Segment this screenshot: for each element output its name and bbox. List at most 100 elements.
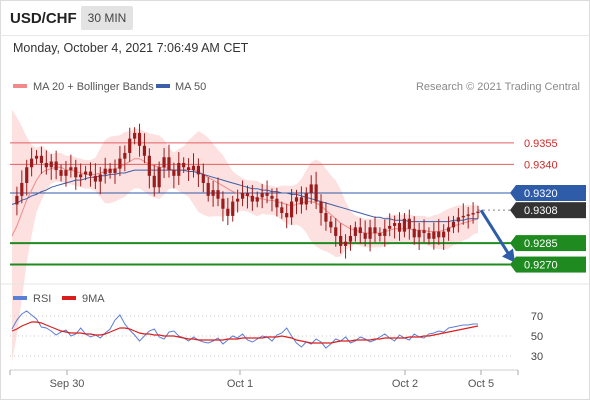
candle-body [221, 198, 225, 209]
level-tag-pointer-0.9308 [510, 202, 516, 219]
candle-body [294, 197, 299, 202]
candle-body [216, 190, 220, 199]
candle-body [290, 201, 294, 218]
candle-body [231, 201, 235, 216]
ma50-legend-label: MA 50 [175, 81, 206, 93]
candle-body [412, 228, 416, 238]
level-labels: 0.9355 0.9340 0.9320 0.9308 0.9285 0.9270 [510, 138, 586, 273]
ma50-line [11, 169, 478, 223]
x-axis: Sep 30 Oct 1 Oct 2 Oct 5 [9, 369, 519, 390]
candle-body [172, 170, 176, 176]
candle-body [182, 162, 186, 168]
candle-body [245, 193, 250, 196]
candle-body [255, 197, 259, 202]
candle-body [446, 227, 451, 232]
candle-body [402, 218, 407, 232]
candle-body [432, 231, 436, 239]
candle-body [299, 197, 304, 205]
candlesticks [15, 123, 480, 259]
candle-body [133, 132, 137, 139]
level-label-0.9320: 0.9320 [524, 188, 558, 200]
candle-body [363, 233, 367, 239]
level-label-0.9270: 0.9270 [524, 260, 558, 272]
candle-body [437, 231, 441, 238]
rsi-legend-label: RSI [33, 293, 51, 305]
candle-body [442, 231, 446, 238]
candle-body [34, 155, 39, 159]
header-divider [0, 35, 590, 36]
candle-body [265, 193, 269, 196]
candle-body [177, 162, 181, 176]
candle-body [69, 167, 73, 171]
candle-body [339, 235, 343, 246]
candle-body [319, 201, 323, 214]
candle-body [466, 214, 470, 216]
candle-body [167, 157, 171, 171]
candle-body [88, 171, 93, 176]
candle-body [456, 217, 460, 222]
candle-body [378, 233, 382, 236]
rsi-ma-legend-label: 9MA [82, 293, 105, 305]
candle-body [407, 218, 411, 229]
candle-body [191, 165, 196, 171]
candle-body [108, 168, 112, 173]
rsi-ma-line [11, 321, 479, 344]
level-label-0.9285: 0.9285 [524, 238, 558, 250]
copyright-text: Research © 2021 Trading Central [416, 81, 580, 93]
candle-body [417, 230, 421, 238]
ma20-legend-swatch [13, 84, 27, 88]
candle-body [39, 155, 44, 163]
candle-body [451, 221, 456, 228]
x-tick-label: Oct 1 [227, 378, 253, 390]
candle-body [240, 193, 245, 199]
level-lines [10, 142, 514, 266]
level-label-0.9355: 0.9355 [524, 138, 558, 150]
level-tag-0.9285 [516, 235, 586, 252]
rsi-tick-70: 70 [531, 311, 543, 323]
rsi-ma-legend-swatch [62, 296, 76, 300]
projection-arrow-shaft [479, 209, 511, 256]
candle-body [118, 158, 122, 169]
candle-body [314, 184, 318, 202]
level-tag-pointer-0.9270 [510, 256, 516, 273]
candle-body [226, 208, 230, 216]
candle-body [343, 241, 348, 246]
candle-body [49, 161, 53, 168]
candle-body [201, 174, 205, 183]
candle-body [422, 230, 426, 234]
rsi-tick-30: 30 [531, 351, 543, 363]
candle-body [83, 171, 88, 175]
candle-body [334, 227, 338, 236]
candle-body [59, 170, 63, 176]
candle-body [285, 213, 289, 218]
rsi-line [11, 310, 478, 349]
candle-body [113, 168, 117, 173]
candle-body [275, 198, 279, 208]
instrument-title: USD/CHF [10, 10, 77, 27]
level-tag-0.9270 [516, 256, 586, 273]
candle-body [427, 233, 431, 239]
candle-body [147, 155, 151, 176]
timeframe-badge[interactable]: 30 MIN [81, 6, 133, 30]
candle-body [196, 165, 200, 175]
candle-body [142, 145, 147, 156]
level-tag-pointer-0.9320 [510, 185, 516, 201]
candle-body [162, 157, 166, 168]
candle-body [15, 195, 19, 205]
rsi-lines [11, 310, 479, 349]
candle-body [186, 167, 191, 171]
rsi-legend: RSI 9MA [13, 293, 105, 305]
projection-arrow-head [502, 248, 515, 263]
projection-arrow [479, 209, 515, 263]
candle-body [304, 193, 308, 205]
candle-body [280, 207, 284, 214]
candle-body [393, 223, 397, 226]
candle-body [137, 132, 142, 146]
bollinger-band-fill [12, 109, 478, 363]
rsi-tick-50: 50 [531, 331, 543, 343]
candle-body [103, 168, 107, 175]
candle-body [353, 227, 357, 236]
candle-body [324, 213, 328, 222]
main-legend: MA 20 + Bollinger Bands MA 50 Research ©… [13, 81, 580, 93]
